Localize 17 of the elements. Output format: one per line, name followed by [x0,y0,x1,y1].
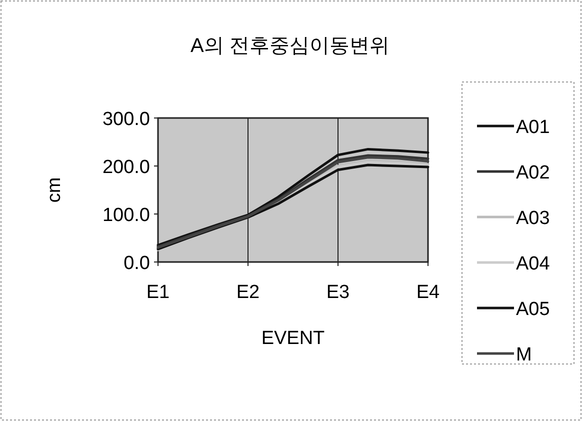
x-axis-title: EVENT [261,328,326,349]
y-tick-label: 0.0 [124,253,150,274]
y-tick-label: 300.0 [102,109,150,130]
x-tick-label: E1 [146,282,170,303]
legend-label: A01 [516,117,550,138]
legend-label: M [516,344,532,366]
x-tick-label: E3 [326,282,350,303]
legend-label: A03 [516,208,550,229]
chart-title: A의 전후중심이동변위 [190,35,390,57]
y-tick-label: 100.0 [102,205,150,226]
legend-label: A05 [516,299,550,320]
y-axis-title: cm [44,177,65,203]
x-tick-label: E2 [236,282,260,303]
x-tick-label: E4 [416,282,440,303]
legend-label: A04 [516,254,550,274]
y-tick-label: 200.0 [102,157,150,178]
legend-label: A02 [516,162,550,184]
